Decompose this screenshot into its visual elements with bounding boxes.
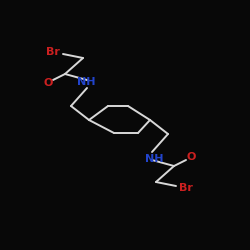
Text: NH: NH [145,154,163,164]
Text: O: O [186,152,196,162]
Text: Br: Br [179,183,193,193]
Text: O: O [43,78,53,88]
Text: Br: Br [46,47,60,57]
Text: NH: NH [77,77,95,87]
